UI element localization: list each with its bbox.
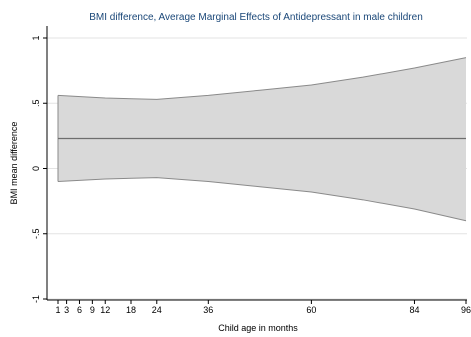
x-tick-label: 84 xyxy=(409,305,419,315)
confidence-band xyxy=(58,57,466,221)
x-tick-label: 60 xyxy=(306,305,316,315)
axis-layer: -1-.50.511 3 6 9 12 18 24 36 60 84 96 xyxy=(31,26,471,315)
confidence-band-lower-edge xyxy=(57,177,467,222)
y-tick-label: .5 xyxy=(31,99,41,107)
x-tick-label: 1 xyxy=(55,305,60,315)
x-tick-label: 6 xyxy=(77,305,82,315)
y-tick-label: -.5 xyxy=(31,228,41,239)
y-tick-label: 0 xyxy=(31,166,41,171)
x-tick-label: 18 xyxy=(126,305,136,315)
x-tick-label: 3 xyxy=(64,305,69,315)
x-tick-label: 36 xyxy=(203,305,213,315)
x-tick-label: 96 xyxy=(461,305,471,315)
x-axis-label: Child age in months xyxy=(218,323,298,333)
y-tick-label: 1 xyxy=(31,35,41,40)
y-axis-label: BMI mean difference xyxy=(9,122,19,205)
x-tick-label: 24 xyxy=(152,305,162,315)
confidence-band-upper-edge xyxy=(57,57,467,100)
x-tick-label: 9 xyxy=(90,305,95,315)
band-layer xyxy=(57,57,467,222)
chart-title: BMI difference, Average Marginal Effects… xyxy=(89,12,423,23)
x-tick-label: 12 xyxy=(100,305,110,315)
y-tick-label: -1 xyxy=(31,295,41,303)
